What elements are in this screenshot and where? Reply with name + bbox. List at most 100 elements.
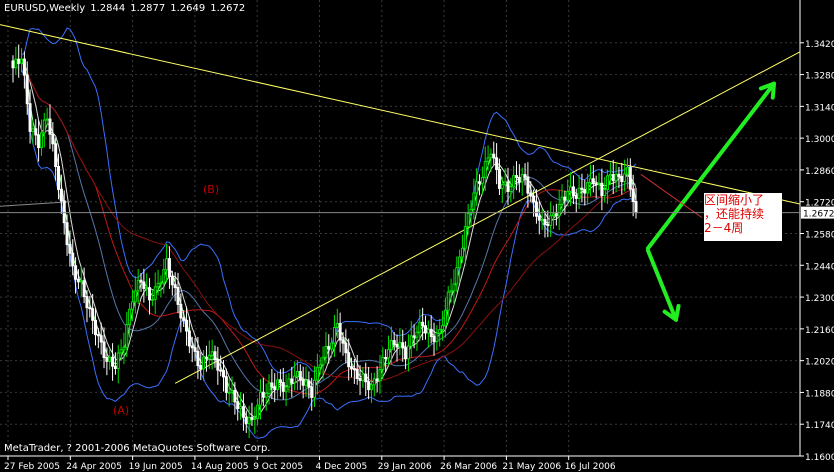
candle-body — [39, 132, 43, 149]
candle-body — [321, 356, 325, 366]
candle-body — [611, 174, 615, 182]
candle-body — [586, 182, 590, 194]
candle-body — [153, 286, 157, 300]
candle-body — [355, 368, 359, 379]
candle-body — [93, 319, 97, 336]
candle-body — [307, 380, 311, 388]
candle-body — [76, 278, 80, 283]
candle-body — [560, 196, 564, 205]
y-tick-label: 1.1880 — [805, 389, 834, 399]
candle-body — [529, 192, 533, 197]
x-tick-label: 26 Mar 2006 — [440, 462, 497, 472]
candle-body — [441, 325, 445, 331]
candle-body — [623, 173, 627, 183]
candle-body — [258, 391, 262, 406]
close-value: 1.2672 — [210, 3, 246, 14]
candle-body — [367, 381, 371, 391]
candle-body — [145, 287, 149, 290]
candle-body — [116, 352, 120, 369]
candle-body — [65, 222, 69, 246]
candle-body — [239, 406, 243, 409]
x-tick-label: 29 Jan 2006 — [378, 462, 432, 472]
candle-body — [42, 119, 46, 134]
candle-body — [415, 331, 419, 338]
candle-body — [298, 371, 302, 381]
current-price-box — [801, 206, 834, 219]
candle-body — [202, 356, 206, 370]
candle-body — [213, 351, 217, 361]
y-tick-label: 1.2020 — [805, 358, 834, 368]
y-tick-label: 1.3420 — [805, 40, 834, 50]
candle-body — [233, 390, 237, 403]
candle-body — [332, 326, 336, 344]
candle-body — [404, 347, 408, 360]
candle-body — [364, 373, 368, 383]
resistance-trendline — [0, 24, 800, 205]
candle-body — [603, 189, 607, 196]
candle-body — [546, 223, 550, 226]
candle-body — [372, 378, 376, 386]
candle-body — [335, 322, 339, 328]
horizontal-line — [0, 201, 70, 207]
candle-body — [185, 319, 189, 332]
candle-body — [460, 247, 464, 258]
candle-body — [165, 258, 169, 271]
candle-body — [438, 329, 442, 334]
candle-body — [304, 380, 308, 386]
candle-body — [392, 340, 396, 346]
candle-body — [227, 391, 231, 394]
candle-body — [429, 328, 433, 337]
candle-body — [17, 58, 21, 64]
candle-body — [196, 350, 200, 367]
candle-body — [327, 346, 331, 350]
candle-body — [506, 181, 510, 192]
candle-body — [136, 279, 140, 292]
candle-body — [608, 174, 612, 177]
candle-body — [207, 354, 211, 360]
candle-body — [606, 175, 610, 191]
candle-body — [540, 218, 544, 221]
candle-body — [449, 290, 453, 293]
candle-body — [563, 196, 567, 201]
candle-body — [475, 181, 479, 194]
candle-body — [421, 321, 425, 327]
candle-body — [318, 364, 322, 368]
candle-body — [455, 267, 459, 285]
x-tick-label: 4 Dec 2005 — [316, 462, 368, 472]
candle-body — [469, 208, 473, 215]
candle-body — [580, 187, 584, 191]
candle-body — [210, 351, 214, 356]
candle-body — [543, 218, 547, 225]
candle-body — [247, 417, 251, 425]
candle-body — [534, 201, 538, 217]
candle-body — [68, 244, 72, 254]
candle-body — [389, 340, 393, 351]
candle-body — [193, 347, 197, 352]
candle-body — [500, 184, 504, 189]
candle-body — [85, 296, 89, 309]
candle-body — [631, 188, 635, 202]
bollinger-lower — [21, 69, 637, 439]
y-tick-label: 1.2440 — [805, 262, 834, 272]
candle-body — [466, 213, 470, 228]
x-tick-label: 14 Aug 2005 — [191, 462, 249, 472]
candle-body — [418, 321, 422, 333]
candle-body — [159, 282, 163, 285]
x-tick-labels: 27 Feb 2005 24 Apr 2005 19 Jun 2005 14 Aug … — [4, 456, 616, 472]
candle-body — [384, 357, 388, 360]
candle-body — [409, 335, 413, 347]
candle-body — [554, 213, 558, 217]
annotation-pointer — [640, 174, 703, 219]
candle-body — [423, 325, 427, 334]
candle-body — [412, 335, 416, 338]
candle-body — [11, 60, 15, 69]
current-price-label: 1.2672 — [803, 210, 834, 220]
candle-body — [378, 368, 382, 382]
candle-body — [443, 309, 447, 327]
candle-body — [150, 298, 154, 301]
candle-body — [486, 157, 490, 162]
candle-body — [62, 200, 66, 224]
candle-body — [478, 181, 482, 184]
candle-body — [569, 186, 573, 192]
candle-body — [338, 322, 342, 341]
